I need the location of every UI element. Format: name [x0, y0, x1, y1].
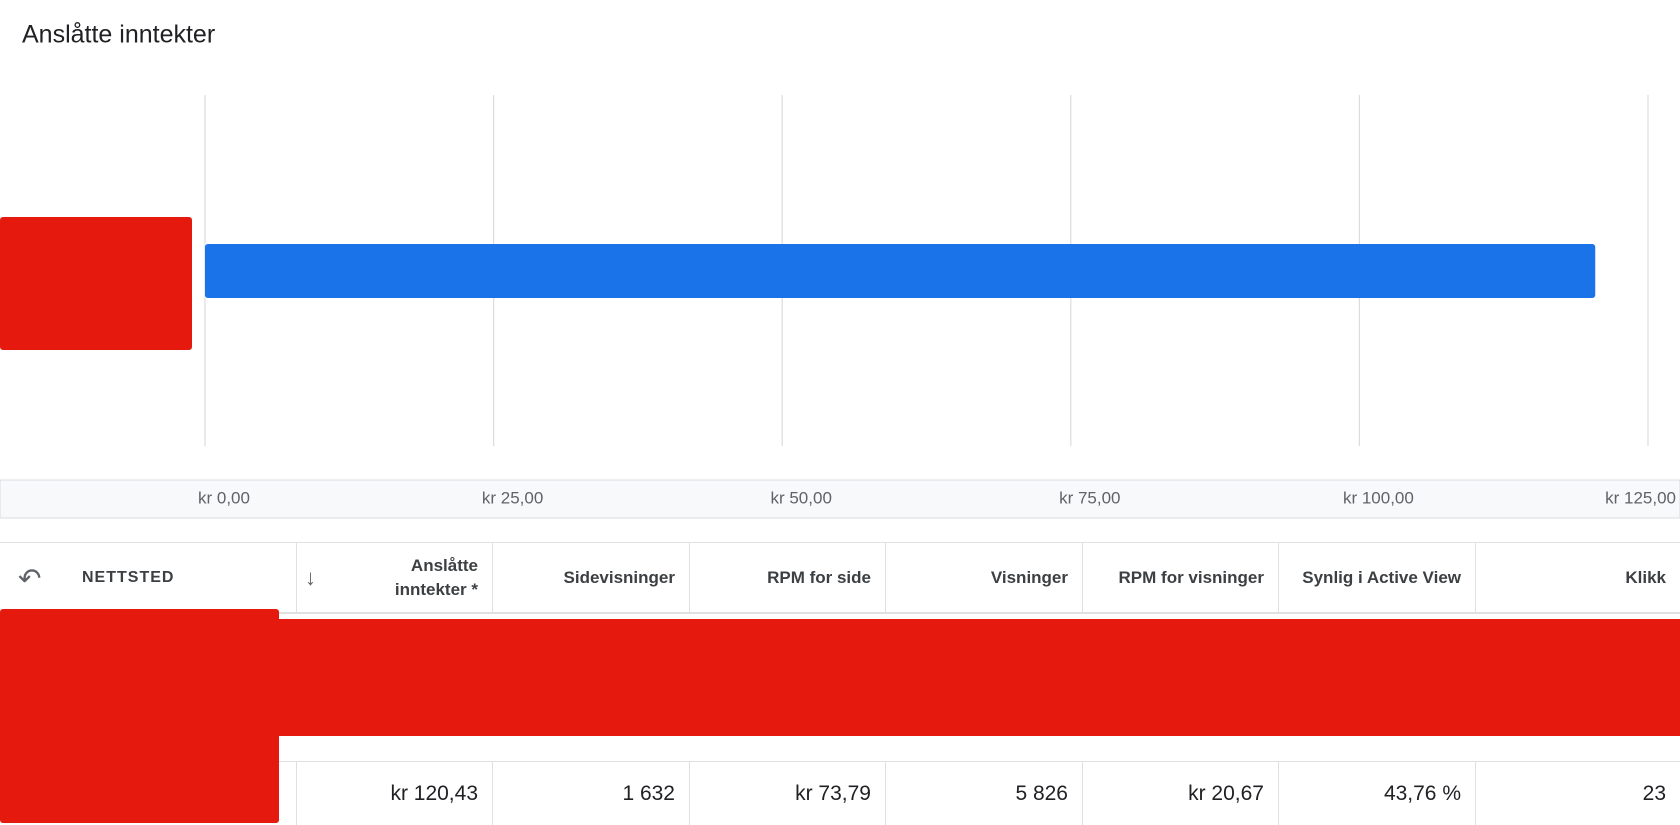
redaction [0, 217, 192, 350]
sort-icon[interactable]: ↓ [305, 565, 316, 590]
x-tick-label: kr 75,00 [1059, 488, 1120, 507]
column-header[interactable]: RPM for visninger [1082, 542, 1278, 614]
x-tick-label: kr 0,00 [198, 488, 250, 507]
bar [205, 244, 1596, 298]
table-header [0, 542, 1680, 614]
table-cell: kr 20,67 [1082, 762, 1278, 825]
column-header[interactable]: Sidevisninger [492, 542, 689, 614]
table-cell: 23 [1475, 762, 1680, 825]
column-header[interactable]: NETTSTED [82, 569, 175, 586]
x-tick-label: kr 100,00 [1343, 488, 1414, 507]
table-cell: 43,76 % [1278, 762, 1475, 825]
row-divider [279, 761, 1680, 762]
table-cell: 5 826 [885, 762, 1082, 825]
column-header[interactable]: Klikk [1475, 542, 1680, 614]
column-header[interactable]: RPM for side [689, 542, 885, 614]
table-cell: kr 73,79 [689, 762, 885, 825]
table-cell: 1 632 [492, 762, 689, 825]
column-header[interactable]: Anslåtte inntekter * [296, 542, 492, 614]
chart: Anslåtte inntekter kr 0,00 kr 25,00 kr 50,… [0, 21, 1680, 519]
redaction [279, 619, 1680, 736]
column-header[interactable]: Synlig i Active View [1278, 542, 1475, 614]
column-header[interactable]: Visninger [885, 542, 1082, 614]
back-icon[interactable]: ↶ [18, 563, 42, 594]
x-tick-label: kr 125,00 [1605, 488, 1676, 507]
axis-band [0, 479, 1680, 519]
x-tick-label: kr 25,00 [482, 488, 543, 507]
x-tick-label: kr 50,00 [770, 488, 831, 507]
table-cell: kr 120,43 [296, 762, 492, 825]
chart-title: Anslåtte inntekter [22, 21, 215, 49]
redaction [0, 609, 279, 823]
